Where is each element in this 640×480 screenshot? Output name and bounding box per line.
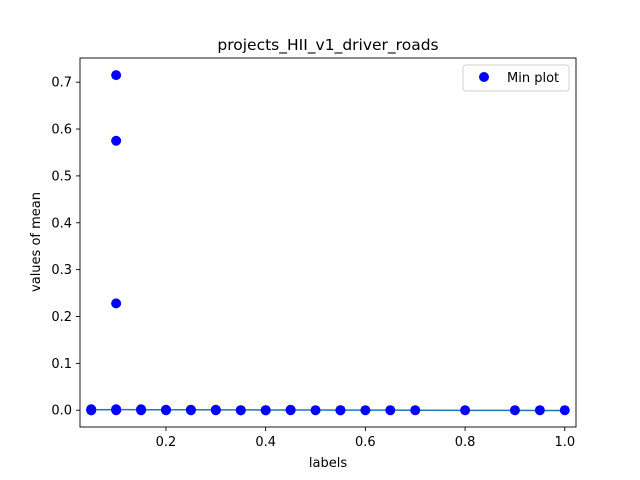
x-tick-label: 0.6 [355, 435, 376, 450]
y-axis: 0.0 0.1 0.2 0.3 0.4 0.5 0.6 0.7 [51, 76, 80, 419]
legend: Min plot [462, 64, 570, 92]
x-axis-title: labels [309, 456, 347, 471]
scatter-point [310, 405, 321, 416]
x-tick-label: 0.8 [455, 435, 476, 450]
scatter-point [111, 405, 122, 416]
legend-marker [479, 72, 489, 82]
scatter-point [385, 405, 396, 416]
legend-label: Min plot [507, 71, 559, 86]
scatter-point [509, 405, 520, 416]
scatter-point [410, 405, 421, 416]
scatter-point [360, 405, 371, 416]
scatter-point [335, 405, 346, 416]
y-tick-label: 0.5 [51, 169, 72, 184]
scatter-point [235, 405, 246, 416]
scatter-point [160, 405, 171, 416]
y-tick-label: 0.3 [51, 263, 72, 278]
scatter-point [534, 405, 545, 416]
y-tick-label: 0.2 [51, 310, 72, 325]
y-tick-label: 0.7 [51, 76, 72, 91]
y-tick-label: 0.0 [51, 404, 72, 419]
scatter-point [111, 298, 122, 309]
chart-title: projects_HII_v1_driver_roads [217, 36, 438, 55]
x-tick-label: 0.4 [255, 435, 276, 450]
legend-box [462, 64, 570, 92]
scatter-point [460, 405, 471, 416]
scatter-point [111, 70, 122, 81]
y-axis-title: values of mean [29, 192, 44, 292]
plot-area [86, 70, 570, 416]
scatter-point [86, 404, 97, 415]
scatter-point [285, 405, 296, 416]
scatter-point [136, 405, 147, 416]
x-axis: 0.2 0.4 0.6 0.8 1.0 [156, 427, 575, 450]
scatter-point [260, 405, 271, 416]
x-tick-label: 1.0 [554, 435, 575, 450]
y-tick-label: 0.4 [51, 216, 72, 231]
scatter-point [111, 135, 122, 146]
y-tick-label: 0.1 [51, 357, 72, 372]
scatter-point [559, 405, 570, 416]
x-tick-label: 0.2 [156, 435, 177, 450]
plot-frame [79, 57, 577, 428]
y-tick-label: 0.6 [51, 123, 72, 138]
scatter-point [185, 405, 196, 416]
scatter-point [210, 405, 221, 416]
